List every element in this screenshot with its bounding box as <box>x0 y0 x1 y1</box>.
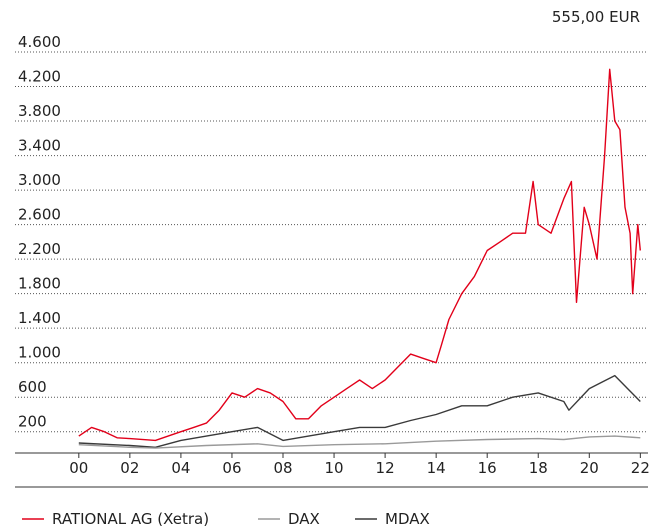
y-tick-label: 200 <box>18 413 47 431</box>
x-tick-label: 06 <box>222 459 241 477</box>
y-tick-label: 1.000 <box>18 344 61 362</box>
y-tick-label: 2.200 <box>18 240 61 258</box>
price-annotation: 555,00 EUR <box>552 8 640 26</box>
y-tick-label: 2.600 <box>18 206 61 224</box>
y-tick-label: 3.000 <box>18 171 61 189</box>
legend-label: DAX <box>288 510 320 528</box>
x-tick-label: 22 <box>631 459 650 477</box>
x-tick-label: 00 <box>69 459 88 477</box>
y-tick-label: 600 <box>18 378 47 396</box>
x-tick-label: 18 <box>529 459 548 477</box>
x-tick-label: 14 <box>427 459 446 477</box>
y-tick-label: 4.200 <box>18 68 61 86</box>
y-tick-label: 3.800 <box>18 102 61 120</box>
x-tick-label: 12 <box>376 459 395 477</box>
x-tick-label: 10 <box>325 459 344 477</box>
y-tick-label: 1.800 <box>18 275 61 293</box>
y-tick-label: 3.400 <box>18 137 61 155</box>
x-tick-label: 04 <box>171 459 190 477</box>
legend-label: RATIONAL AG (Xetra) <box>52 510 209 528</box>
legend-label: MDAX <box>385 510 430 528</box>
series-line <box>78 68 641 442</box>
x-tick-label: 20 <box>580 459 599 477</box>
series-line <box>78 374 641 448</box>
y-tick-label: 4.600 <box>18 33 61 51</box>
x-tick-label: 08 <box>273 459 292 477</box>
x-tick-label: 16 <box>478 459 497 477</box>
y-tick-label: 1.400 <box>18 309 61 327</box>
x-tick-label: 02 <box>120 459 139 477</box>
series-line <box>78 435 641 449</box>
